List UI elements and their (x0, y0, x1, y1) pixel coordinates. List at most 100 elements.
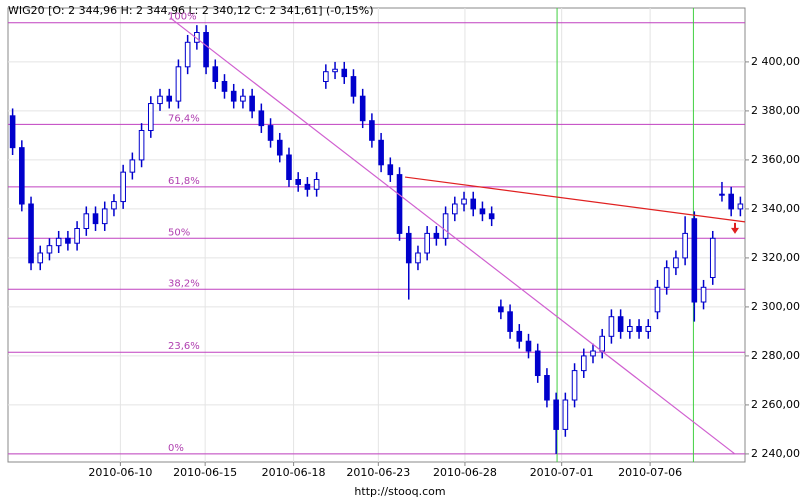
candle-body (728, 193, 734, 210)
x-tick-label: 2010-06-23 (346, 466, 410, 479)
candle-body (332, 68, 338, 73)
candle-body (9, 115, 16, 149)
candle-body (691, 218, 698, 303)
x-tick-label: 2010-06-18 (262, 466, 326, 479)
candle-body (65, 237, 71, 244)
candle-body (737, 203, 744, 210)
candle-body (470, 198, 477, 210)
candle-body (617, 316, 624, 332)
candle-body (433, 232, 440, 239)
candle-body (304, 183, 311, 190)
trend-line (169, 17, 736, 455)
candle-body (663, 267, 670, 288)
candle-body (138, 130, 145, 161)
candle-body (276, 139, 283, 156)
candle-body (553, 399, 559, 430)
candle-body (709, 237, 716, 279)
fib-label: 61,8% (168, 176, 200, 187)
candle-body (590, 350, 596, 357)
candle-body (562, 399, 569, 430)
x-tick-label: 2010-06-10 (88, 466, 152, 479)
candle-body (571, 370, 578, 401)
candle-body (120, 171, 126, 203)
candle-body (92, 213, 99, 225)
candle-body (37, 252, 44, 264)
candle-body (74, 228, 80, 244)
y-tick-label: 2 240,00 (751, 447, 800, 460)
candle-body (654, 286, 661, 313)
candle-body (258, 110, 265, 127)
x-tick-label: 2010-06-28 (433, 466, 497, 479)
candle-body (461, 198, 467, 205)
candle-body (286, 154, 292, 181)
candle-body (295, 179, 301, 185)
candle-body (396, 174, 403, 234)
candle-body (101, 208, 108, 225)
candle-body (387, 164, 394, 176)
candle-body (405, 232, 412, 264)
candle-body (442, 213, 449, 239)
candle-body (323, 71, 329, 83)
y-tick-label: 2 340,00 (751, 202, 800, 215)
fib-label: 50% (168, 227, 190, 238)
candle-body (645, 326, 652, 332)
candle-body (184, 41, 191, 68)
candle-body (479, 208, 486, 215)
trend-arrow (731, 222, 739, 234)
y-tick-label: 2 380,00 (751, 104, 800, 117)
candle-body (83, 213, 90, 230)
candle-body (203, 32, 209, 68)
y-tick-label: 2 260,00 (751, 398, 800, 411)
candle-body (230, 90, 237, 102)
candle-body (608, 316, 615, 337)
candle-body (369, 120, 375, 141)
candle-body (424, 232, 430, 254)
candle-body (452, 203, 458, 215)
source: http://stooq.com (354, 485, 445, 498)
y-tick-label: 2 280,00 (751, 349, 800, 362)
candle-body (157, 95, 163, 105)
candle-body (488, 213, 495, 220)
candle-body (55, 237, 62, 247)
candle-body (507, 311, 513, 332)
candle-body (19, 147, 25, 205)
candle-body (28, 203, 34, 264)
candle-body (249, 95, 255, 112)
candle-body (516, 330, 523, 342)
y-tick-label: 2 300,00 (751, 300, 800, 313)
candle-body (267, 125, 274, 141)
candle-body (673, 257, 679, 269)
candle-body (627, 326, 633, 332)
fib-label: 100% (168, 12, 197, 23)
x-tick-label: 2010-07-01 (530, 466, 594, 479)
fib-label: 38,2% (168, 278, 200, 289)
fib-label: 76,4% (168, 113, 200, 124)
candle-body (359, 95, 366, 122)
candle-body (599, 335, 606, 352)
candle-body (129, 159, 136, 173)
candle-body (46, 245, 53, 254)
candle-body (240, 95, 246, 102)
candle-body (175, 66, 182, 102)
candle-body (534, 350, 541, 377)
y-tick-label: 2 400,00 (751, 55, 800, 68)
plot-frame (7, 7, 746, 463)
fib-label: 0% (168, 443, 184, 454)
candle-body (719, 193, 725, 196)
candle-body (221, 81, 228, 92)
candle-body (341, 68, 348, 78)
trend-line (404, 176, 746, 223)
candle-body (498, 306, 504, 313)
y-tick-label: 2 320,00 (751, 251, 800, 264)
candle-body (111, 201, 117, 210)
candle-body (544, 375, 550, 401)
x-tick-label: 2010-07-06 (618, 466, 682, 479)
candle-body (636, 326, 642, 332)
candle-body (378, 139, 384, 166)
candle-body (415, 252, 421, 264)
candle-body (350, 76, 357, 97)
chart-title: WIG20 [O: 2 344,96 H: 2 344,96 L: 2 340,… (8, 4, 374, 17)
candle-body (147, 103, 154, 132)
candle-body (700, 286, 707, 303)
